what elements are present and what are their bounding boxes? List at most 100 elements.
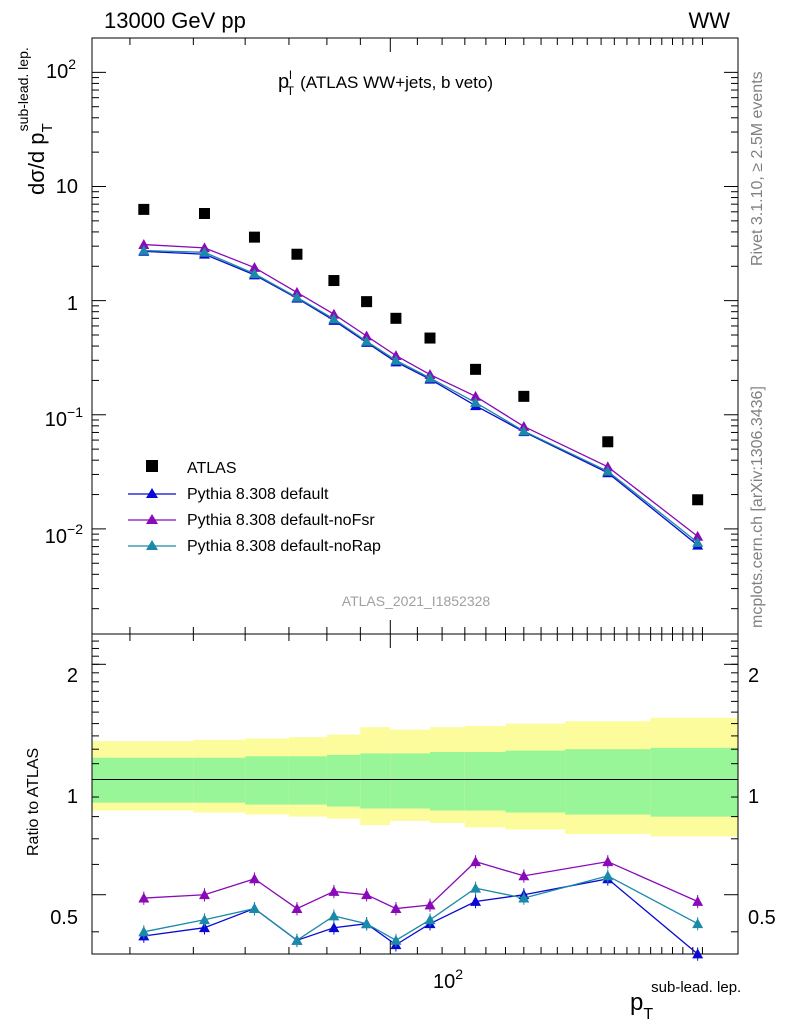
ytick-label-100: 102: [46, 56, 76, 83]
series-3-point-11: [692, 537, 704, 547]
band-inner-2: [245, 756, 289, 805]
ratio-panel-frame: [91, 633, 739, 955]
ratio-point-1-9: [518, 870, 530, 881]
series-line-2: [143, 243, 699, 537]
process-label: WW: [688, 8, 730, 33]
ytick-label-01: 10−1: [45, 404, 83, 431]
ratio-point-2-4: [328, 910, 340, 921]
ratio-point-1-0: [138, 892, 150, 903]
ytick-label-001: 10−2: [45, 521, 83, 548]
atlas-point-3: [291, 248, 303, 260]
svg-text:Pythia 8.308 default-noFsr: Pythia 8.308 default-noFsr: [187, 512, 375, 529]
legend-entry-nofsr: Pythia 8.308 default-noFsr: [128, 512, 375, 529]
ratio-tick-1-left: 1: [67, 786, 78, 808]
series-3-point-8: [470, 397, 482, 407]
main-ylabel: dσ/d pTsub-lead. lep.: [15, 47, 56, 195]
ratio-point-2-7: [424, 914, 436, 925]
ratio-point-1-10: [602, 856, 614, 867]
band-inner-9: [505, 750, 566, 813]
ratio-point-1-6: [390, 903, 402, 913]
band-inner-3: [288, 756, 327, 805]
series-3-point-0: [138, 244, 150, 255]
atlas-point-10: [602, 436, 614, 448]
ratio-point-0-1: [198, 922, 210, 933]
ratio-line-2: [143, 875, 698, 942]
series-line-3: [143, 249, 699, 544]
xlabel: pTsub-lead. lep.: [630, 979, 741, 1023]
ytick-label-10: 10: [56, 176, 78, 198]
analysis-watermark: ATLAS_2021_I1852328: [342, 593, 491, 609]
atlas-point-4: [328, 275, 340, 287]
main-data-layer: [138, 203, 704, 550]
ratio-point-1-5: [361, 889, 373, 900]
band-inner-5: [360, 753, 391, 809]
ratio-point-1-3: [291, 903, 303, 913]
ratio-tick-05-right: 0.5: [748, 907, 776, 929]
ratio-point-2-5: [361, 918, 373, 929]
series-2-point-0: [138, 239, 150, 249]
svg-text:dσ/d pTsub-lead. lep.: dσ/d pTsub-lead. lep.: [15, 47, 56, 195]
ratio-point-2-6: [390, 934, 402, 945]
series-3-point-5: [361, 335, 373, 346]
xtick-label-100: 102: [433, 966, 463, 993]
band-inner-7: [429, 752, 465, 811]
legend-entry-norap: Pythia 8.308 default-noRap: [128, 538, 381, 555]
atlas-point-1: [198, 207, 210, 219]
ratio-tick-2-left: 2: [67, 665, 78, 687]
series-2-point-11: [692, 530, 704, 541]
ratio-uncertainty-bands: [92, 717, 738, 837]
series-line-1: [143, 250, 699, 546]
series-3-point-7: [424, 372, 436, 383]
band-inner-0: [92, 757, 194, 803]
atlas-point-8: [470, 363, 482, 375]
svg-text:Pythia 8.308 default: Pythia 8.308 default: [187, 486, 329, 503]
rivet-label: Rivet 3.1.10, ≥ 2.5M events: [749, 71, 766, 266]
ratio-line-0: [143, 878, 699, 955]
series-3-point-2: [248, 268, 260, 279]
legend-entry-default: Pythia 8.308 default: [128, 486, 329, 503]
atlas-point-7: [424, 332, 436, 344]
ratio-data-layer: [138, 855, 704, 961]
ratio-point-2-2: [248, 903, 260, 913]
series-3-point-3: [291, 291, 303, 302]
band-inner-6: [390, 753, 430, 809]
ratio-point-1-11: [692, 896, 704, 906]
atlas-point-6: [390, 312, 402, 324]
ratio-point-1-7: [424, 899, 436, 910]
ratio-point-2-11: [692, 918, 704, 929]
axis-ticks: [92, 37, 738, 954]
main-ytick-labels: 102 10 1 10−1 10−2: [45, 56, 83, 548]
series-3-point-9: [518, 425, 530, 436]
series-3-point-1: [198, 246, 210, 257]
ratio-line-1: [143, 860, 698, 910]
ratio-point-2-8: [470, 882, 482, 893]
ratio-point-0-11: [692, 948, 704, 959]
ratio-point-0-8: [470, 896, 482, 906]
band-inner-10: [565, 749, 651, 815]
mcplots-label: mcplots.cern.ch [arXiv:1306.3436]: [749, 386, 766, 628]
band-inner-11: [650, 747, 738, 817]
band-inner-4: [326, 754, 361, 807]
ratio-point-2-10: [602, 870, 614, 881]
ratio-tick-05-left: 0.5: [50, 907, 78, 929]
svg-text:ATLAS: ATLAS: [187, 460, 237, 477]
series-3-point-4: [328, 313, 340, 324]
atlas-point-5: [361, 296, 373, 308]
atlas-point-2: [248, 231, 260, 243]
band-inner-8: [464, 752, 506, 811]
energy-label: 13000 GeV pp: [104, 8, 246, 33]
legend: ATLAS Pythia 8.308 default Pythia 8.308 …: [128, 460, 381, 555]
series-3-point-10: [602, 465, 614, 476]
ratio-ytick-labels: 0.5 1 2 0.5 1 2: [50, 665, 776, 929]
ratio-tick-2-right: 2: [748, 665, 759, 687]
series-2-point-8: [470, 390, 482, 401]
ratio-point-2-9: [518, 892, 530, 903]
legend-entry-atlas: ATLAS: [146, 460, 237, 477]
ratio-tick-1-right: 1: [748, 786, 759, 808]
band-inner-1: [193, 757, 246, 803]
ratio-point-2-3: [291, 934, 303, 945]
main-title: pl T (ATLAS WW+jets, b veto): [278, 68, 493, 98]
ratio-point-2-1: [198, 914, 210, 925]
ytick-label-1: 1: [67, 293, 78, 315]
series-3-point-6: [390, 354, 402, 365]
